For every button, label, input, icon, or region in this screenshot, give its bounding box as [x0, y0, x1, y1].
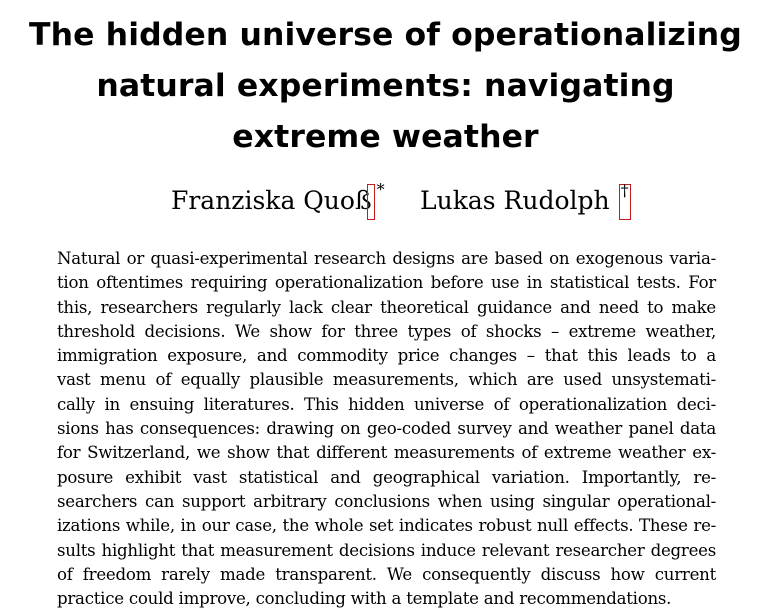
footnote-link-box[interactable]: †	[618, 181, 631, 220]
author-list: Franziska Quoß * Lukas Rudolph †	[0, 181, 771, 224]
abstract-line: for Switzerland, we show that different …	[57, 443, 716, 463]
abstract-line: searchers can support arbitrary conclusi…	[57, 491, 716, 511]
footnote-mark[interactable]: *	[376, 180, 385, 199]
footnote-mark[interactable]: †	[620, 181, 629, 200]
abstract-line: immigration exposure, and commodity pric…	[57, 346, 716, 366]
abstract: Natural or quasi-experimental research d…	[57, 247, 716, 611]
title-line: natural experiments: navigating	[96, 68, 675, 104]
abstract-line: cally in ensuing literatures. This hidde…	[57, 394, 716, 414]
author-franziska-quoss: Franziska Quoß *	[171, 182, 385, 220]
author-name: Lukas Rudolph	[420, 186, 610, 215]
abstract-line: sions has consequences: drawing on geo-c…	[57, 419, 716, 439]
author-name: Franziska Quoß	[171, 186, 372, 215]
abstract-line: posure exhibit vast statistical and geog…	[57, 467, 716, 487]
footnote-link-box[interactable]	[366, 184, 375, 220]
abstract-line: izations while, in our case, the whole s…	[57, 516, 716, 536]
abstract-line: practice could improve, concluding with …	[57, 589, 672, 609]
abstract-line: vast menu of equally plausible measureme…	[57, 370, 716, 390]
paper-title: The hidden universe of operationalizing …	[0, 10, 771, 163]
abstract-line: tion oftentimes requiring operationaliza…	[57, 273, 716, 293]
title-line: The hidden universe of operationalizing	[29, 17, 742, 53]
title-line: extreme weather	[232, 119, 539, 155]
author-lukas-rudolph: Lukas Rudolph †	[420, 181, 631, 220]
abstract-line: this, researchers regularly lack clear t…	[57, 297, 716, 317]
abstract-line: of freedom rarely made transparent. We c…	[57, 564, 716, 584]
abstract-line: sults highlight that measurement decisio…	[57, 540, 716, 560]
abstract-line: threshold decisions. We show for three t…	[57, 321, 716, 341]
abstract-line: Natural or quasi-experimental research d…	[57, 249, 716, 268]
